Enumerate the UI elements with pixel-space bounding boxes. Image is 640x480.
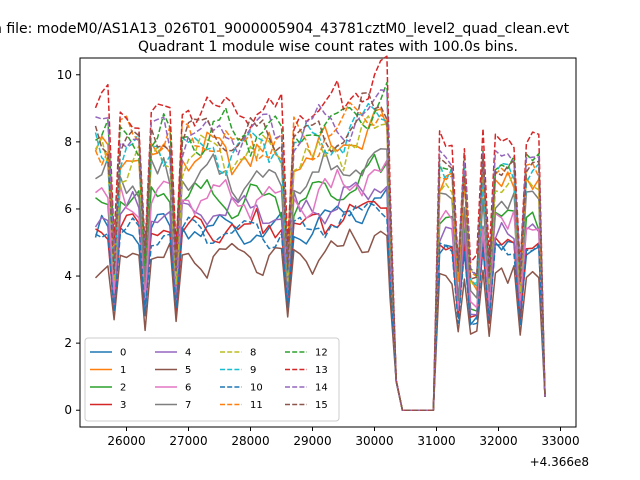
legend-label-0: 0 [120, 348, 126, 359]
y-tick-label: 4 [64, 269, 72, 283]
y-tick-label: 10 [57, 68, 72, 82]
legend-label-12: 12 [315, 348, 328, 359]
series-layer [94, 55, 546, 411]
legend-label-5: 5 [185, 365, 191, 376]
legend-label-1: 1 [120, 365, 126, 376]
chart-suptitle: n file: modeM0/AS1A13_026T01_9000005904_… [0, 21, 570, 37]
x-tick-label: 31000 [417, 434, 455, 448]
legend-label-7: 7 [185, 400, 191, 411]
chart-title: Quadrant 1 module wise count rates with … [138, 39, 518, 55]
x-tick-label: 30000 [355, 434, 393, 448]
series-line-7 [95, 148, 546, 411]
legend-box [84, 337, 340, 422]
series-line-5 [94, 228, 546, 411]
legend-label-11: 11 [250, 400, 263, 411]
y-tick-label: 0 [64, 403, 72, 417]
legend-label-2: 2 [120, 383, 126, 394]
x-tick-label: 32000 [479, 434, 517, 448]
y-tick-label: 6 [64, 202, 72, 216]
legend-label-13: 13 [315, 365, 328, 376]
legend-label-8: 8 [250, 348, 256, 359]
y-axis-ticks: 0 2 4 6 8 10 [57, 68, 80, 417]
x-tick-label: 28000 [231, 434, 269, 448]
x-axis-ticks: 26000 27000 28000 29000 30000 31000 32000 33000 [107, 427, 580, 448]
legend-label-15: 15 [315, 400, 328, 411]
legend-label-10: 10 [250, 383, 263, 394]
legend-label-3: 3 [120, 400, 126, 411]
y-tick-label: 8 [64, 135, 72, 149]
series-line-15 [94, 92, 546, 411]
y-tick-label: 2 [64, 336, 72, 350]
plot-frame [79, 57, 577, 428]
x-tick-label: 33000 [541, 434, 579, 448]
legend-label-4: 4 [185, 348, 191, 359]
series-line-4 [94, 181, 546, 411]
legend-label-6: 6 [185, 383, 191, 394]
series-line-10 [95, 201, 546, 411]
x-tick-label: 26000 [107, 434, 145, 448]
x-tick-label: 29000 [293, 434, 331, 448]
legend-label-14: 14 [315, 383, 328, 394]
x-offset-text: +4.366e8 [530, 455, 589, 469]
x-tick-label: 27000 [169, 434, 207, 448]
plot-axes [79, 57, 577, 428]
legend-label-9: 9 [250, 365, 256, 376]
